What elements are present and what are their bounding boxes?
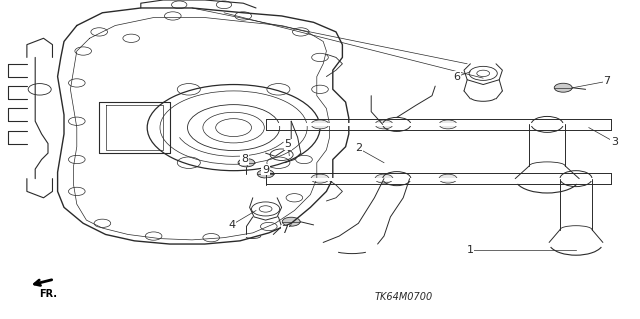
Circle shape [439,120,457,129]
Text: 7: 7 [281,225,289,235]
Text: 5: 5 [285,139,291,149]
Circle shape [311,174,329,183]
Text: 3: 3 [611,137,618,147]
Text: TK64M0700: TK64M0700 [374,292,433,302]
Text: 4: 4 [228,220,236,230]
Circle shape [439,174,457,183]
Circle shape [554,83,572,92]
Circle shape [375,120,393,129]
Circle shape [282,217,300,226]
Circle shape [238,159,255,167]
Text: FR.: FR. [39,289,57,299]
Text: 2: 2 [355,143,362,153]
Text: 1: 1 [467,245,474,256]
Text: 7: 7 [603,76,611,86]
Text: 9: 9 [262,165,269,175]
Text: 6: 6 [454,71,460,82]
Text: 8: 8 [241,154,248,165]
Circle shape [375,174,393,183]
Circle shape [257,170,274,178]
Circle shape [311,120,329,129]
